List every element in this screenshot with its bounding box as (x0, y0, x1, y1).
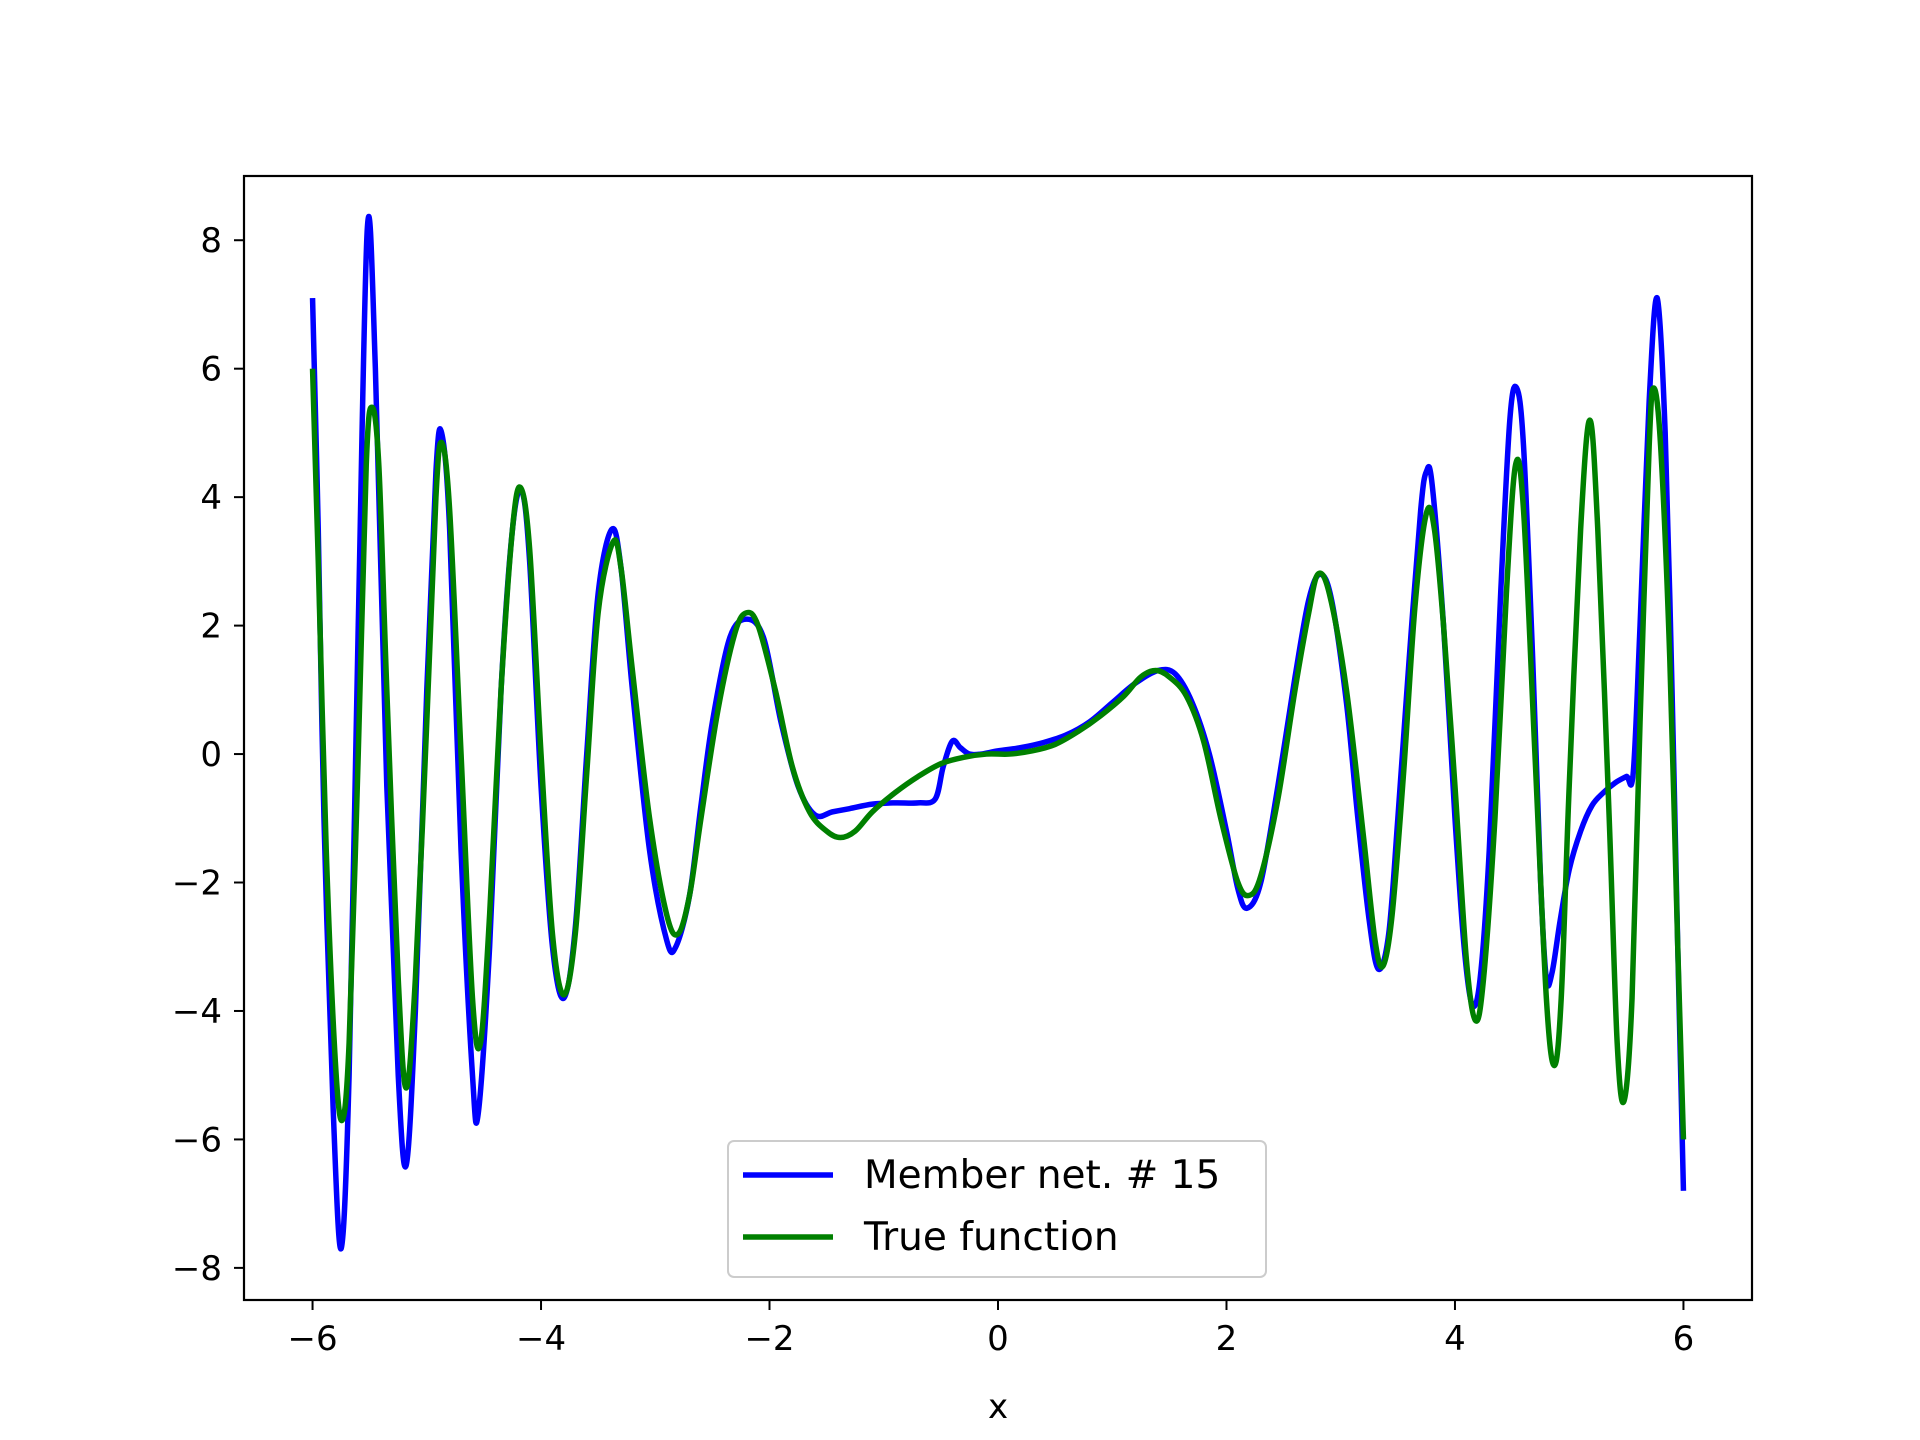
series-layer (309, 213, 1687, 1252)
y-tick-label: −6 (172, 1120, 222, 1160)
x-axis: −6 −4 −2 0 2 4 6 (287, 1300, 1694, 1359)
x-tick-label: 2 (1216, 1319, 1238, 1359)
x-tick-label: 4 (1444, 1319, 1466, 1359)
x-tick-label: −2 (744, 1319, 794, 1359)
y-tick-label: 6 (200, 350, 222, 390)
legend-label-true-function: True function (863, 1215, 1119, 1260)
legend: Member net. # 15 True function (727, 1140, 1267, 1278)
legend-label-member-net: Member net. # 15 (864, 1153, 1220, 1198)
x-tick-label: 6 (1673, 1319, 1695, 1359)
y-tick-label: −2 (172, 864, 222, 904)
x-tick-label: −6 (287, 1319, 337, 1359)
legend-box (727, 1140, 1267, 1278)
y-tick-label: 4 (200, 478, 222, 518)
y-tick-label: −8 (172, 1249, 222, 1289)
series-line-1 (309, 368, 1687, 1140)
y-tick-label: 2 (200, 607, 222, 647)
x-tick-label: −4 (516, 1319, 566, 1359)
x-tick-label: 0 (987, 1319, 1009, 1359)
x-axis-label: x (988, 1387, 1008, 1427)
y-tick-label: 0 (200, 735, 222, 775)
y-axis: −8 −6 −4 −2 0 2 4 6 8 (172, 221, 244, 1289)
y-tick-label: 8 (200, 221, 222, 261)
y-tick-label: −4 (172, 992, 222, 1032)
